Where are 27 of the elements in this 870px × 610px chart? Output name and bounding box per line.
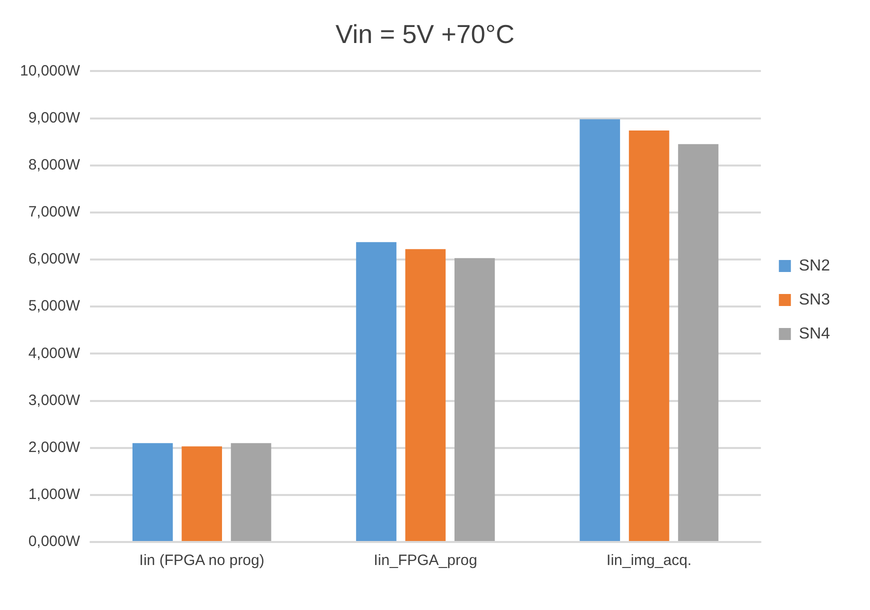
chart-title: Vin = 5V +70°C	[335, 18, 515, 49]
legend-label: SN4	[798, 325, 830, 342]
y-tick-label: 10,000W	[20, 62, 81, 80]
x-tick-label: Iin_FPGA_prog	[374, 552, 478, 570]
y-tick-label: 7,000W	[28, 204, 81, 221]
y-tick-label: 4,000W	[28, 344, 81, 362]
x-tick-label: Iin (FPGA no prog)	[139, 552, 264, 570]
y-tick-label: 2,000W	[28, 438, 81, 456]
bar	[454, 258, 495, 541]
y-tick-label: 0,000W	[28, 533, 81, 550]
legend-label: SN3	[798, 291, 830, 308]
x-tick-label: Iin_img_acq.	[606, 552, 692, 570]
bar	[230, 443, 272, 541]
bar	[678, 144, 718, 541]
y-tick-label: 1,000W	[28, 486, 81, 504]
bar	[356, 242, 396, 541]
legend-label: SN2	[798, 257, 830, 274]
bar	[182, 446, 222, 541]
bar	[580, 119, 620, 541]
bar	[132, 443, 173, 541]
y-tick-label: 5,000W	[28, 298, 81, 315]
bar	[405, 249, 446, 541]
y-tick-label: 3,000W	[28, 392, 81, 409]
y-tick-label: 8,000W	[28, 156, 81, 174]
y-tick-label: 6,000W	[28, 250, 81, 268]
y-tick-label: 9,000W	[28, 109, 81, 126]
bar	[628, 130, 670, 541]
